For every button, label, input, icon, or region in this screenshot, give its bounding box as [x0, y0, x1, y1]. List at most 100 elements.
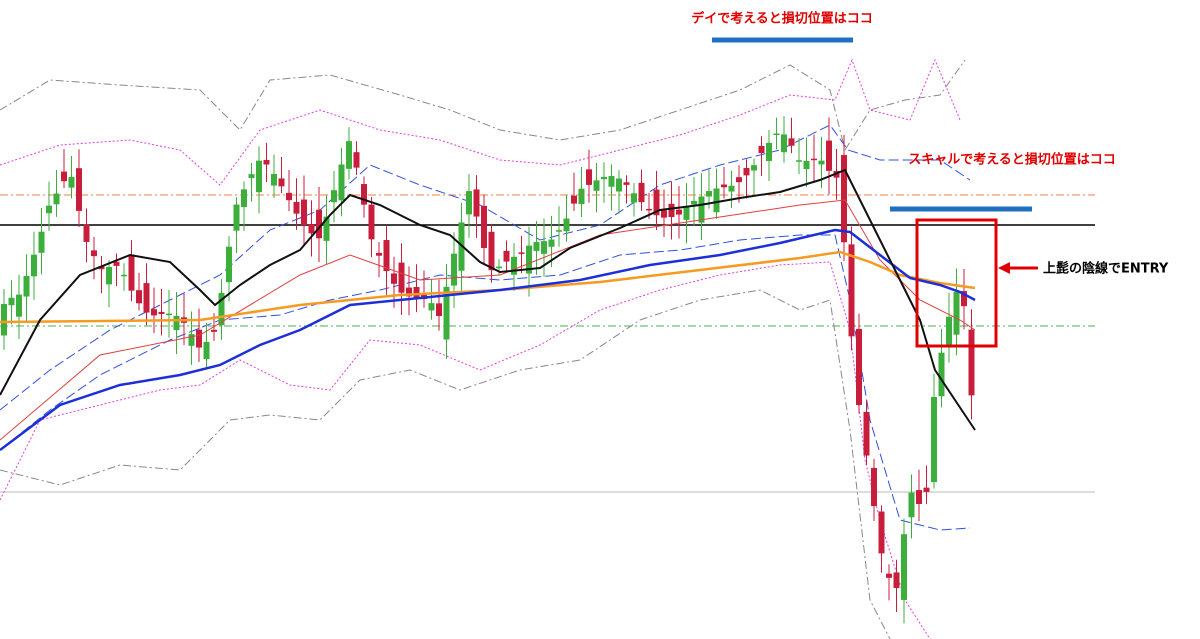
candle-body — [533, 242, 540, 251]
candle-body — [818, 160, 825, 165]
plot-area — [0, 55, 1095, 639]
candle-body — [53, 193, 60, 205]
candle-body — [353, 152, 360, 168]
candles — [1, 115, 975, 624]
candle-body — [278, 178, 285, 187]
candle-body — [68, 176, 75, 188]
candle-body — [173, 315, 180, 331]
candle-body — [196, 329, 202, 348]
candle-body — [503, 250, 510, 262]
candle-body — [338, 164, 345, 201]
candle-body — [878, 511, 885, 554]
candle-body — [158, 311, 165, 315]
candle-body — [496, 266, 502, 269]
annotation: 上髭の陰線でENTRY — [1043, 261, 1169, 277]
candle-body — [256, 160, 262, 193]
candle-body — [248, 174, 255, 179]
candle-body — [218, 292, 225, 326]
candle-body — [391, 273, 397, 284]
annotation: デイで考えると損切位置はココ — [691, 11, 873, 27]
candle-body — [136, 290, 142, 304]
candle-body — [908, 492, 915, 518]
candle-body — [728, 185, 735, 192]
candle-body — [398, 262, 405, 293]
candle-body — [368, 204, 375, 240]
candle-body — [938, 352, 945, 397]
candle-body — [916, 490, 922, 504]
candle-body — [751, 165, 757, 171]
band-line — [0, 289, 891, 639]
candle-body — [773, 133, 780, 136]
candle-body — [698, 196, 705, 223]
candle-body — [848, 244, 855, 337]
candle-body — [308, 223, 315, 234]
candle-body — [293, 201, 300, 214]
candle-body — [211, 329, 217, 332]
candle-body — [428, 303, 435, 311]
band-line — [0, 234, 971, 531]
candle-body — [233, 204, 240, 231]
candle-body — [931, 397, 937, 483]
band-line — [0, 261, 931, 639]
candle-body — [331, 190, 337, 203]
candle-body — [923, 487, 930, 492]
candle-body — [451, 253, 457, 286]
candle-body — [803, 160, 810, 170]
candle-body — [766, 142, 772, 161]
candle-body — [713, 188, 720, 213]
candle-body — [841, 155, 847, 243]
candle-body — [316, 209, 322, 239]
candle-body — [691, 200, 697, 205]
candle-body — [893, 572, 900, 589]
candle-body — [676, 209, 682, 215]
candle-body — [38, 231, 45, 253]
band-line — [0, 59, 966, 152]
candle-body — [796, 160, 802, 162]
candle-body — [203, 341, 210, 360]
candle-body — [466, 191, 472, 215]
ma-line — [0, 250, 976, 324]
candle-body — [46, 205, 52, 214]
candle-body — [61, 171, 67, 182]
candle-body — [443, 286, 450, 340]
candle-body — [638, 182, 645, 203]
candle-body — [758, 145, 765, 154]
candle-body — [143, 283, 150, 313]
candle-body — [436, 303, 442, 317]
candle-body — [961, 291, 967, 307]
candle-body — [83, 224, 90, 242]
candle-body — [323, 216, 330, 241]
ma-line — [0, 228, 976, 451]
candle-body — [518, 252, 525, 254]
candle-body — [953, 291, 960, 335]
annotation: スキャルで考えると損切位置はココ — [908, 152, 1116, 168]
candle-body — [601, 176, 607, 180]
candle-body — [826, 140, 832, 171]
candle-body — [121, 274, 127, 277]
candle-body — [901, 534, 907, 600]
candle-body — [623, 182, 630, 185]
candle-body — [76, 168, 82, 211]
candle-body — [721, 184, 727, 188]
candle-body — [301, 199, 307, 226]
candle-body — [8, 297, 15, 306]
candle-body — [608, 176, 615, 187]
candle-body — [571, 195, 577, 204]
candle-body — [226, 246, 232, 283]
candle-body — [683, 207, 690, 220]
candle-body — [563, 218, 570, 232]
candle-body — [1, 304, 7, 336]
band-line — [0, 124, 971, 411]
band-line — [0, 58, 961, 186]
candle-body — [593, 180, 600, 191]
candle-body — [646, 208, 652, 211]
candle-body — [98, 266, 105, 270]
candle-body — [31, 254, 37, 277]
candle-body — [473, 189, 480, 217]
candle-body — [661, 210, 667, 218]
ma-line — [0, 168, 976, 431]
candle-body — [271, 173, 277, 186]
candle-body — [188, 334, 195, 346]
candle-body — [586, 169, 592, 185]
